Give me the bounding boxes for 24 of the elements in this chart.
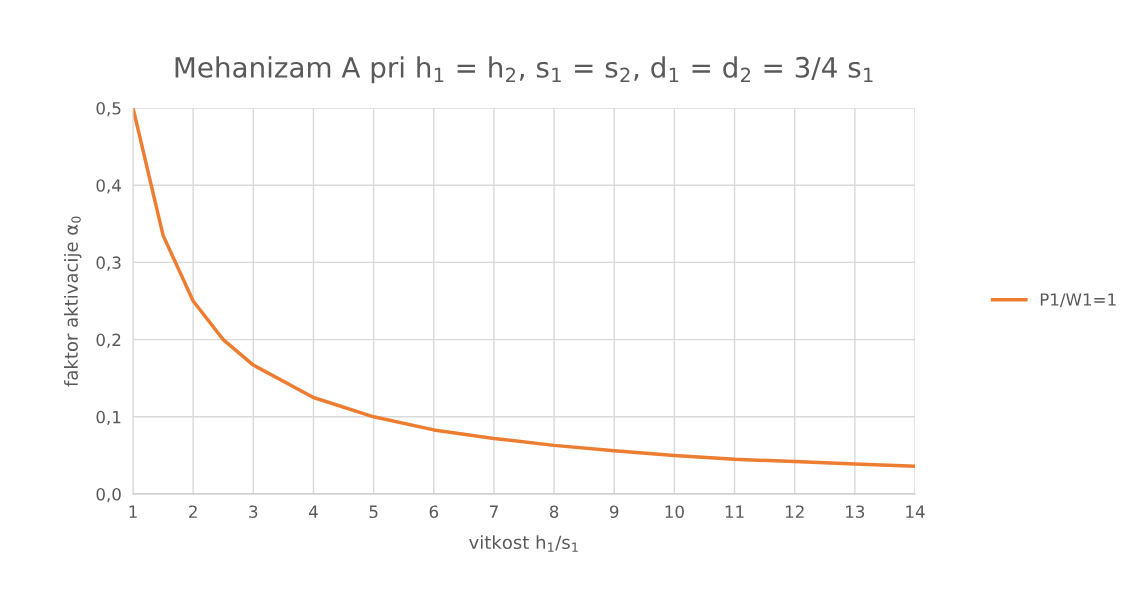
x-tick-label: 11 (725, 505, 744, 518)
x-tick-label: 13 (846, 505, 865, 519)
y-tick-label: 0,4 (96, 179, 121, 194)
x-tick-label: 4 (308, 505, 318, 518)
y-tick-label: 0,0 (96, 487, 121, 503)
x-tick-label: 14 (906, 505, 925, 518)
x-tick-label: 2 (189, 505, 197, 518)
legend-label: P1/W1=1 (1040, 293, 1116, 308)
x-tick-label: 5 (369, 505, 378, 519)
y-tick-label: 0,5 (96, 101, 121, 117)
chart-title: Mehanizam A pri h$_{1}$ = h$_{2}$, s$_{1}$ = s$_{2}$, d$_{1}$ = d$_{2}$ = 3/4 s$_{1}$ (175, 56, 873, 84)
x-tick-label: 8 (549, 505, 559, 519)
y-tick-label: 0,2 (96, 333, 121, 348)
y-axis-title: faktor aktivacije α$_{0}$ (63, 216, 82, 387)
x-tick-label: 6 (429, 505, 439, 519)
x-tick-label: 9 (609, 505, 619, 519)
x-axis-title: vitkost h$_{1}$/s$_{1}$ (469, 535, 578, 552)
y-tick-label: 0,1 (96, 410, 121, 426)
y-tick-label: 0,3 (96, 256, 121, 271)
x-tick-label: 7 (489, 505, 498, 518)
x-tick-label: 3 (249, 505, 258, 519)
x-tick-label: 1 (129, 505, 137, 518)
x-tick-label: 10 (665, 505, 684, 519)
x-tick-label: 12 (785, 505, 804, 518)
